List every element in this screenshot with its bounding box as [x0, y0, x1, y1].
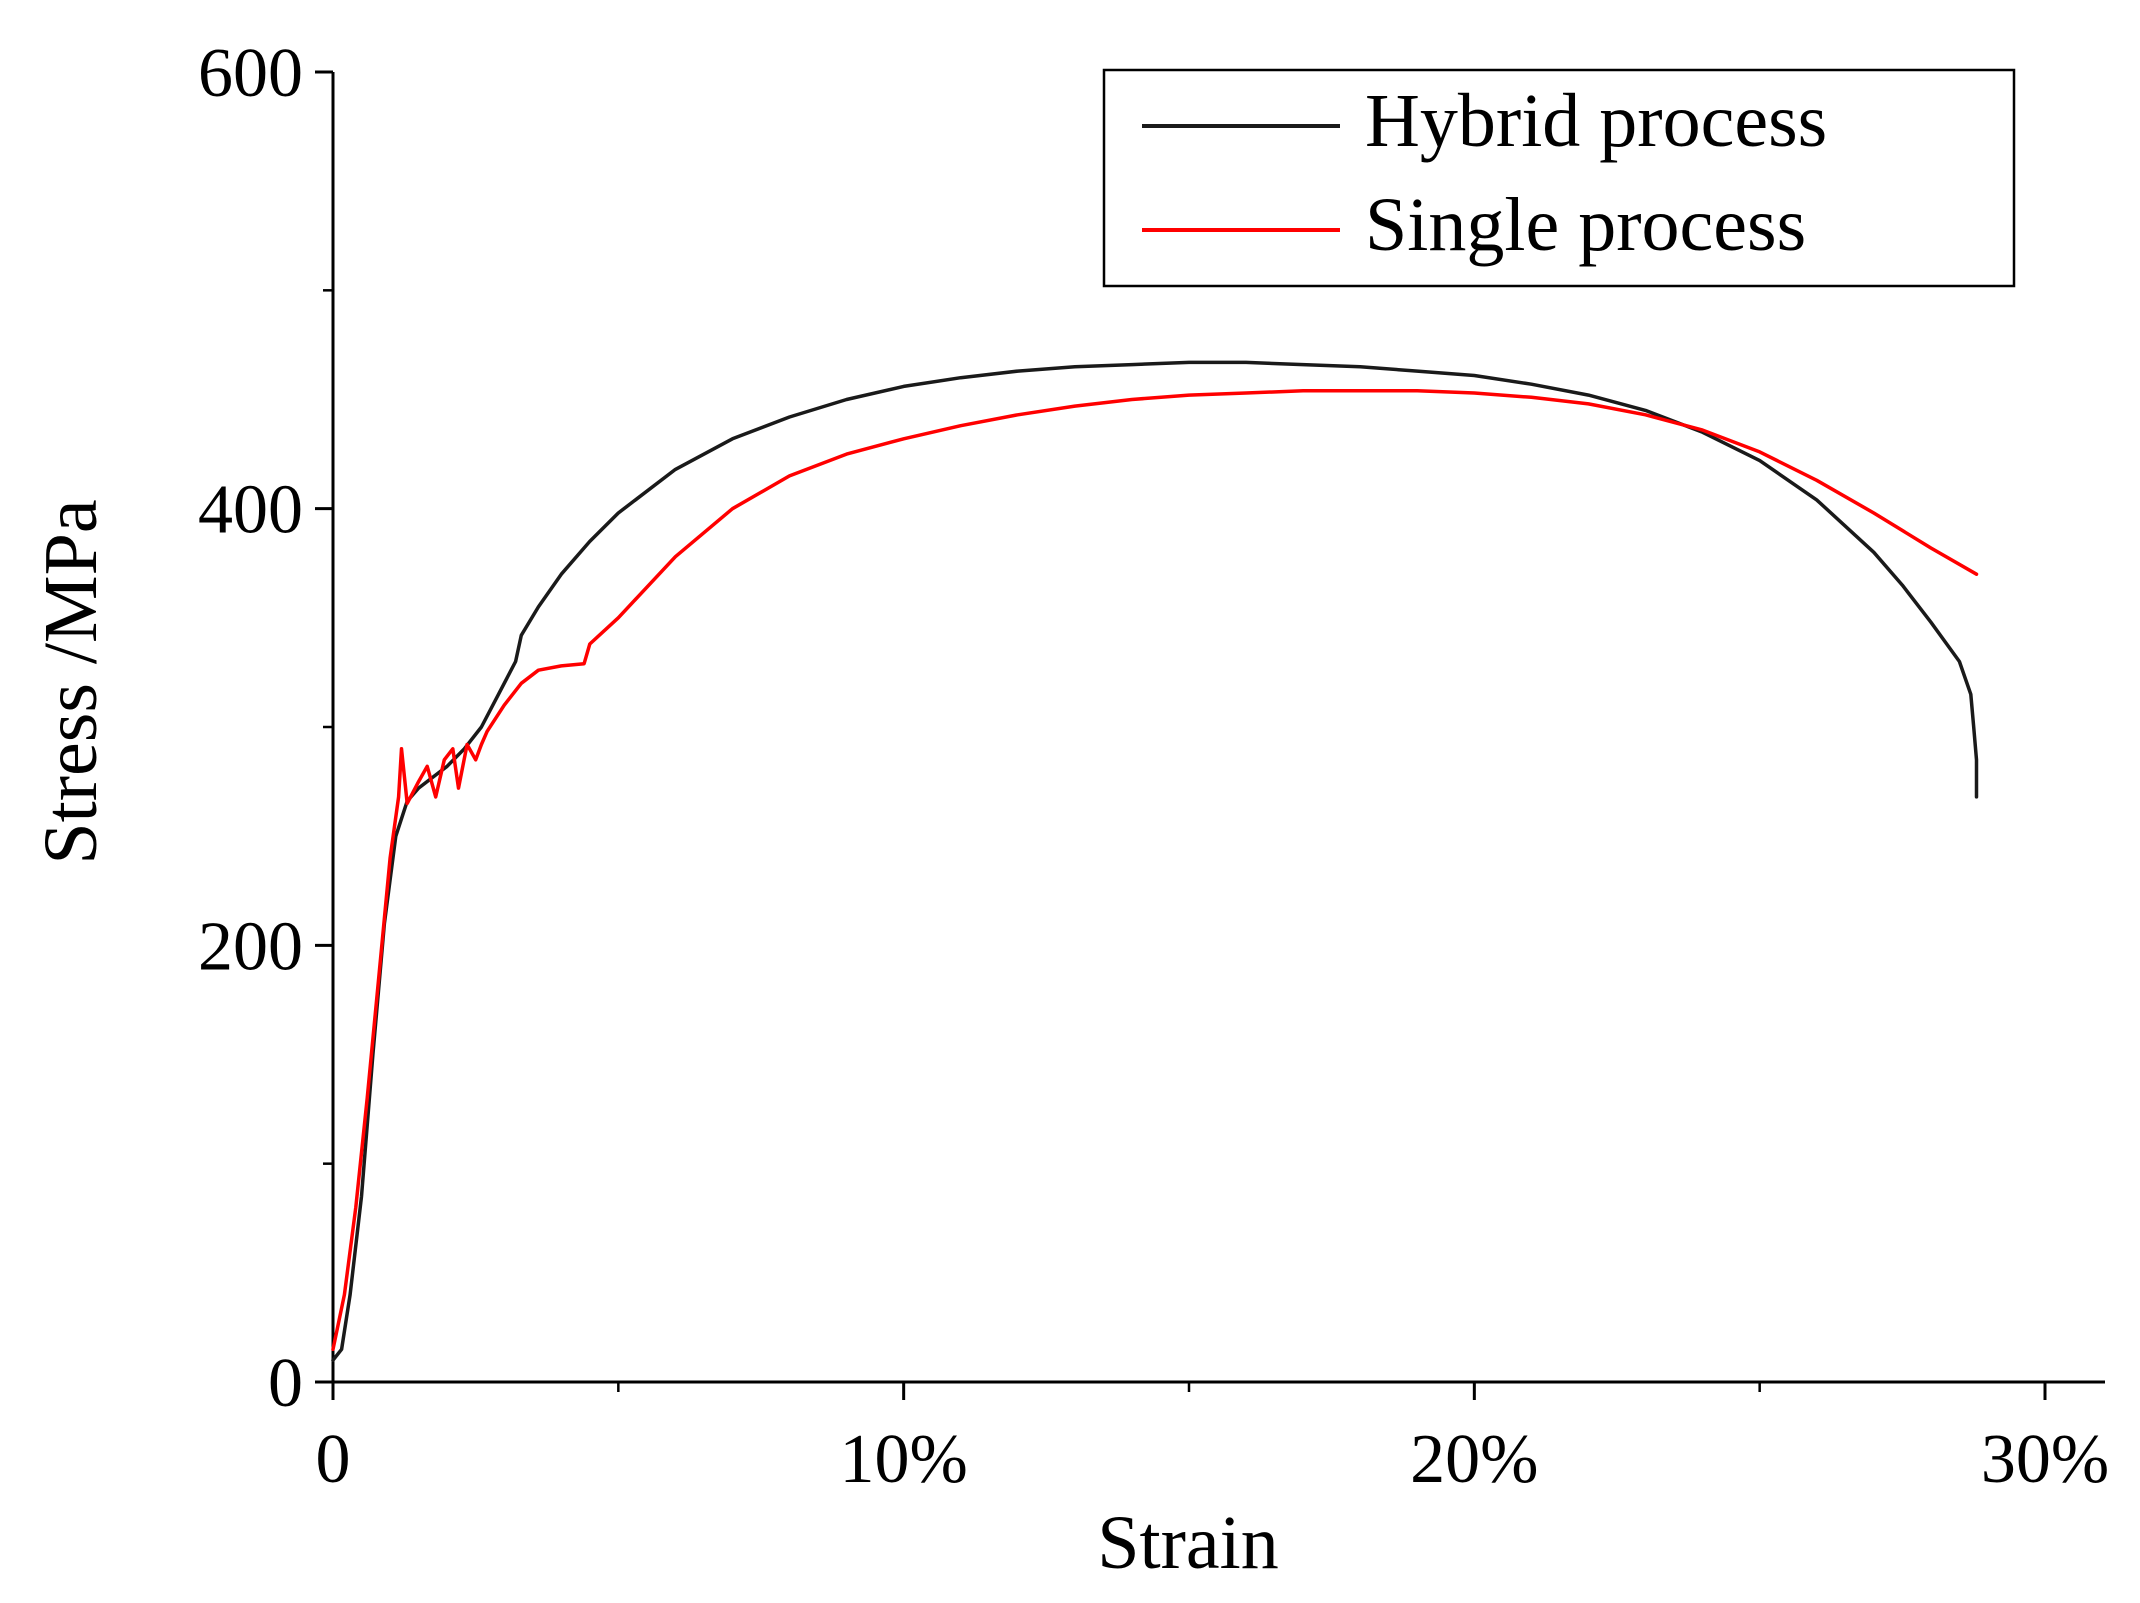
legend-box	[1102, 68, 2016, 288]
series-layer	[331, 360, 1979, 1362]
legend: Hybrid process Single process	[1102, 68, 2016, 288]
y-tick-label: 600	[198, 35, 303, 112]
x-tick-label: 0	[316, 1421, 351, 1498]
x-tick-label: 30%	[1981, 1421, 2109, 1498]
legend-label: Hybrid process	[1365, 79, 1827, 163]
legend-label: Single process	[1365, 183, 1806, 267]
x-tick-label: 20%	[1410, 1421, 1538, 1498]
y-tick-label: 400	[198, 472, 303, 549]
y-tick-label: 0	[268, 1345, 303, 1422]
x-axis-title: Strain	[1097, 1501, 1279, 1585]
series-line-single-process	[331, 389, 1979, 1352]
y-axis-title: Stress /MPa	[29, 499, 113, 864]
axes-layer: 0 200 400 600 0 10% 20% 30%	[198, 35, 2109, 1498]
y-tick-label: 200	[198, 908, 303, 985]
series-line-hybrid-process	[331, 360, 1979, 1362]
x-tick-label: 10%	[840, 1421, 968, 1498]
axis-labels: Strain Stress /MPa	[29, 499, 1279, 1585]
